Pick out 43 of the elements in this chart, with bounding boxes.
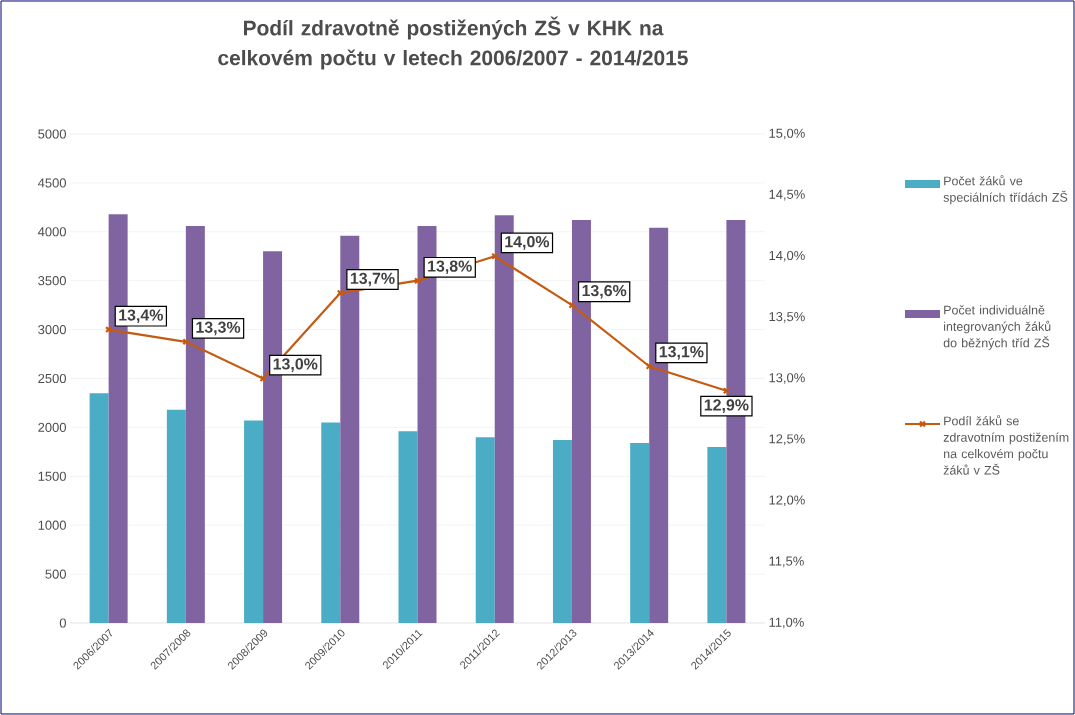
y-tick-label: 500 (45, 569, 66, 579)
y-tick-label: 0 (59, 618, 66, 628)
y-tick-label: 1000 (38, 520, 66, 530)
bar (475, 437, 495, 623)
y-tick-label: 3500 (38, 276, 66, 286)
y2-tick-label: 11,5% (769, 556, 804, 568)
y-tick-label: 2500 (38, 373, 66, 384)
bar (398, 431, 418, 623)
data-label: 13,0% (273, 358, 318, 372)
y-tick-label: 1500 (38, 471, 66, 481)
legend-label: Podíl žáků se zdravotním postižením na celkovém počtu žáků v ZŠ (943, 415, 1069, 475)
bar (552, 440, 572, 623)
y2-tick-label: 12,5% (769, 434, 805, 445)
legend-label: Počet individuálně integrovaných žáků do běžných tříd ZŠ (943, 305, 1051, 350)
y-tick-label: 4500 (37, 178, 66, 188)
bar (89, 393, 109, 623)
y-tick-label: 3000 (38, 325, 66, 335)
point (259, 374, 267, 383)
y2-tick-label: 13,0% (769, 373, 805, 384)
y-tick-label: 5000 (38, 129, 66, 139)
data-label: 13,6% (582, 284, 627, 299)
y2-tick-label: 14,5% (769, 189, 805, 201)
y2-tick-label: 12,0% (769, 495, 805, 507)
y2-tick-label: 15,0% (769, 128, 805, 140)
data-label: 13,4% (119, 309, 163, 323)
data-label: 12,9% (704, 399, 749, 413)
y2-tick-label: 14,0% (769, 250, 805, 262)
chart-title: Podíl zdravotně postižených ZŠ v KHK na celkovém počtu v letech 2006/2007 - 2014/2015 (218, 16, 688, 70)
y2-tick-label: 11,0% (769, 617, 804, 629)
data-label: 13,7% (350, 272, 395, 287)
bar (707, 446, 727, 623)
y-tick-label: 4000 (37, 227, 66, 237)
bar (321, 422, 341, 623)
legend-label: Počet žáků ve speciálních třídách ZŠ (943, 175, 1068, 205)
y2-tick-label: 13,5% (769, 312, 805, 323)
bar (166, 409, 186, 623)
bar (630, 443, 650, 623)
data-label: 13,8% (428, 260, 472, 275)
bar (244, 420, 264, 623)
y-tick-label: 2000 (38, 422, 66, 432)
data-label: 13,3% (196, 321, 241, 336)
data-label: 13,1% (659, 346, 704, 360)
data-label: 14,0% (505, 236, 550, 250)
